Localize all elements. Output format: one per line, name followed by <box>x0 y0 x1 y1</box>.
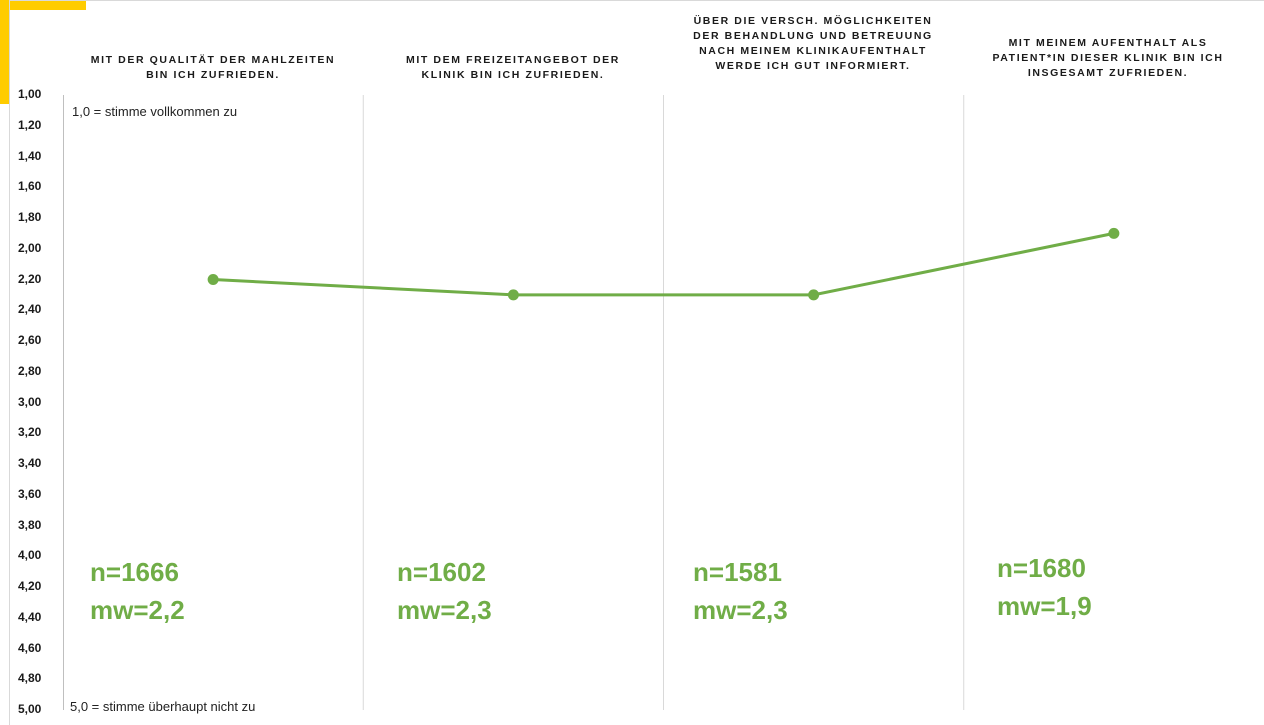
y-tick-label: 1,40 <box>18 148 42 163</box>
stat-n-2: n=1602 <box>397 557 486 587</box>
y-tick-label: 4,80 <box>18 671 42 686</box>
y-tick-label: 1,00 <box>18 87 42 101</box>
stat-mw-1: mw=2,2 <box>90 595 185 625</box>
y-tick-label: 3,80 <box>18 517 42 532</box>
y-tick-label: 2,00 <box>18 240 42 255</box>
category-label-1: MIT DER QUALITÄT DER MAHLZEITEN BIN ICH … <box>90 54 336 81</box>
y-tick-label: 3,60 <box>18 486 42 501</box>
y-tick-label: 4,20 <box>18 579 42 593</box>
category-label-3: ÜBER DIE VERSCH. MÖGLICHKEITEN DER BEHAN… <box>693 15 933 72</box>
y-tick-label: 3,40 <box>18 456 42 470</box>
category-label-2: MIT DEM FREIZEITANGEBOT DER KLINIK BIN I… <box>406 54 620 81</box>
y-tick-label: 3,20 <box>18 425 42 440</box>
y-tick-label: 2,80 <box>18 363 42 378</box>
stat-n-1: n=1666 <box>90 557 179 587</box>
y-tick-label: 2,20 <box>18 271 42 286</box>
data-point-1 <box>207 274 219 285</box>
y-tick-label: 1,20 <box>18 117 42 132</box>
series-line-1 <box>213 231 1115 297</box>
data-point-4 <box>1108 227 1120 239</box>
y-tick-label: 2,60 <box>18 333 42 347</box>
y-tick-label: 2,40 <box>18 302 42 317</box>
stat-mw-4: mw=1,9 <box>997 591 1092 621</box>
category-label-4: MIT MEINEM AUFENTHALT ALS PATIENT*IN DIE… <box>992 37 1224 79</box>
y-tick-label: 4,40 <box>18 609 42 624</box>
y-tick-label: 3,00 <box>18 394 42 409</box>
scale-note-top: 1,0 = stimme vollkommen zu <box>72 104 238 119</box>
stat-n-4: n=1680 <box>997 553 1086 583</box>
y-tick-label: 5,00 <box>18 702 42 716</box>
stat-mw-2: mw=2,3 <box>397 595 492 625</box>
plot-area <box>63 95 1264 710</box>
stat-mw-3: mw=2,3 <box>693 595 788 625</box>
y-tick-label: 1,80 <box>18 210 42 224</box>
corner-accent-bar <box>0 0 10 104</box>
chart-frame <box>9 0 1264 725</box>
stat-n-3: n=1581 <box>693 557 782 587</box>
data-point-3 <box>808 289 820 301</box>
y-tick-label: 4,60 <box>18 640 42 655</box>
y-tick-label: 1,60 <box>18 179 42 194</box>
corner-accent-top <box>0 0 86 10</box>
y-tick-label: 4,00 <box>18 548 42 563</box>
scale-note-bottom: 5,0 = stimme überhaupt nicht zu <box>70 699 256 714</box>
data-point-2 <box>507 289 519 301</box>
